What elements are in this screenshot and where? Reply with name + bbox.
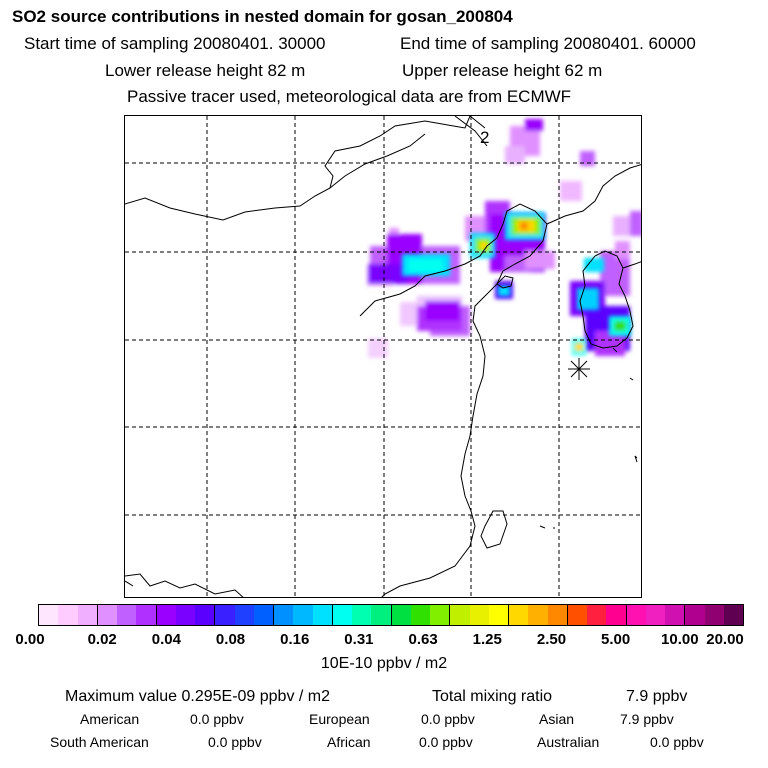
end-time-label: End time of sampling 20080401. 60000 [400, 34, 696, 53]
colorbar-swatch [567, 605, 587, 625]
colorbar-swatch [469, 605, 489, 625]
colorbar-swatch [410, 605, 430, 625]
upper-release-label: Upper release height 62 m [402, 61, 603, 80]
colorbar-swatch [547, 605, 568, 625]
colorbar-tick-label: 0.00 [15, 631, 45, 648]
colorbar-swatch [645, 605, 665, 625]
colorbar-swatch [587, 605, 607, 625]
asian-value: 7.9 ppbv [620, 711, 674, 727]
colorbar-tick-label: 0.63 [408, 631, 438, 648]
asian-label: Asian [539, 711, 575, 727]
african-value: 0.0 ppbv [419, 734, 473, 750]
coastlines [125, 116, 641, 597]
colorbar-swatch [195, 605, 216, 625]
colorbar-swatch [117, 605, 137, 625]
colorbar-swatch [352, 605, 372, 625]
colorbar-swatch [723, 605, 743, 625]
map-panel-label: 2 [480, 128, 489, 147]
colorbar-tick-label: 0.31 [344, 631, 374, 648]
tracer-note: Passive tracer used, meteorological data… [127, 87, 572, 106]
colorbar-tick-label: 0.08 [215, 631, 246, 648]
colorbar-swatch [509, 605, 529, 625]
colorbar-swatch [528, 605, 548, 625]
colorbar-swatch [97, 605, 117, 625]
european-value: 0.0 ppbv [421, 711, 475, 727]
colorbar-swatch [175, 605, 195, 625]
south-american-label: South American [50, 734, 149, 750]
total-mixing-value: 7.9 ppbv [626, 688, 688, 705]
colorbar-swatch [136, 605, 157, 625]
european-label: European [309, 711, 370, 727]
colorbar-swatch [665, 605, 686, 625]
colorbar-swatch [450, 605, 470, 625]
colorbar-tick-label: 0.16 [280, 631, 310, 648]
colorbar [38, 604, 744, 626]
map-grid [125, 116, 641, 597]
african-label: African [327, 734, 371, 750]
colorbar-swatch [215, 605, 235, 625]
colorbar-swatch [274, 605, 294, 625]
colorbar-tick-label: 20.00 [706, 631, 744, 648]
colorbar-tick-label: 0.04 [151, 631, 181, 648]
colorbar-swatch [39, 605, 59, 625]
south-american-value: 0.0 ppbv [208, 734, 262, 750]
colorbar-units: 10E-10 ppbv / m2 [320, 655, 448, 672]
colorbar-swatch [430, 605, 451, 625]
colorbar-swatch [293, 605, 313, 625]
american-label: American [80, 711, 140, 727]
colorbar-tick-label: 2.50 [536, 631, 567, 648]
concentration-field [367, 119, 641, 358]
colorbar-swatch [58, 605, 78, 625]
colorbar-swatch [371, 605, 392, 625]
chart-title: SO2 source contributions in nested domai… [12, 7, 513, 26]
map-panel: 2 [124, 115, 642, 598]
lower-release-label: Lower release height 82 m [105, 61, 306, 80]
colorbar-tick-label: 10.00 [661, 631, 699, 648]
colorbar-tick-label: 0.02 [87, 631, 117, 648]
american-value: 0.0 ppbv [190, 711, 244, 727]
colorbar-swatch [77, 605, 98, 625]
maximum-value: Maximum value 0.295E-09 ppbv / m2 [65, 688, 331, 705]
colorbar-swatch [488, 605, 509, 625]
colorbar-swatch [156, 605, 176, 625]
colorbar-swatch [704, 605, 724, 625]
map-svg: 2 [125, 116, 641, 597]
colorbar-swatch [234, 605, 254, 625]
colorbar-tick-label: 5.00 [601, 631, 631, 648]
australian-label: Australian [537, 734, 600, 750]
total-mixing-label: Total mixing ratio [432, 688, 553, 705]
colorbar-swatch [312, 605, 333, 625]
colorbar-swatch [685, 605, 705, 625]
colorbar-swatch [391, 605, 411, 625]
concentration-hotspots [402, 212, 631, 355]
australian-value: 0.0 ppbv [650, 734, 704, 750]
colorbar-swatch [253, 605, 274, 625]
receptor-star-icon [568, 358, 590, 380]
colorbar-tick-label: 1.25 [472, 631, 502, 648]
colorbar-swatch [606, 605, 627, 625]
start-time-label: Start time of sampling 20080401. 30000 [24, 34, 326, 53]
colorbar-swatch [332, 605, 352, 625]
colorbar-swatch [626, 605, 646, 625]
